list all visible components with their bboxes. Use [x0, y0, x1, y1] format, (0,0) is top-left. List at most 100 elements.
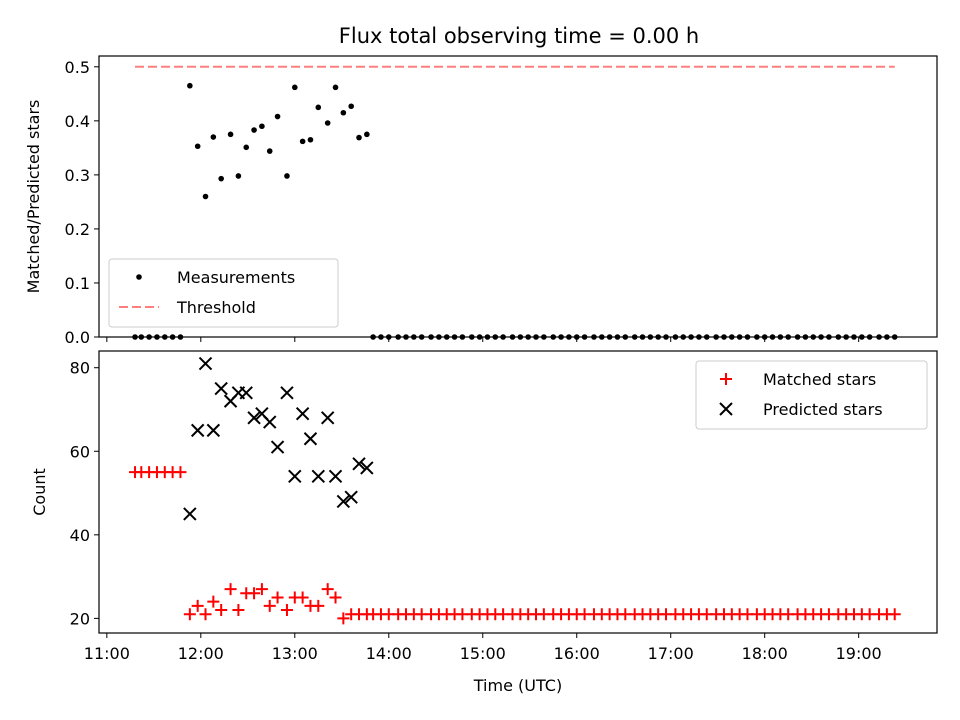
top-y-tick-label: 0.0	[65, 328, 90, 347]
legend-measurements-marker	[136, 274, 142, 280]
predicted-star-point	[336, 494, 351, 509]
measurement-point	[187, 82, 193, 89]
measurement-point	[443, 334, 450, 340]
predicted-star-point	[270, 440, 285, 454]
bottom-y-tick-label: 20	[70, 609, 90, 628]
measurement-point	[794, 334, 801, 340]
matched-star-point	[191, 599, 204, 612]
measurement-point	[299, 138, 306, 145]
measurement-point	[378, 334, 384, 340]
measurement-point	[291, 84, 298, 91]
legend-predicted-marker	[719, 402, 733, 416]
measurement-point	[411, 334, 417, 340]
bottom-x-tick-label: 13:00	[272, 644, 318, 663]
measurement-point	[370, 334, 376, 340]
measurement-point	[876, 334, 882, 340]
measurement-point	[210, 134, 217, 140]
bottom-x-tick-label: 14:00	[366, 644, 412, 663]
matched-star-point	[329, 591, 342, 604]
measurement-point	[468, 334, 475, 340]
bottom-legend-box	[695, 360, 928, 430]
measurement-point	[324, 120, 331, 126]
predicted-star-point	[311, 469, 325, 484]
bottom-y-tick-label: 40	[70, 526, 90, 545]
measurement-point	[729, 334, 735, 340]
measurement-point	[647, 334, 654, 340]
measurement-point	[655, 334, 661, 340]
measurement-point	[606, 334, 613, 340]
measurement-point	[436, 334, 442, 340]
measurement-point	[818, 334, 824, 340]
top-y-tick-label: 0.5	[65, 58, 90, 77]
measurement-point	[243, 144, 250, 151]
bottom-y-axis-label: Count	[30, 468, 49, 516]
predicted-star-point	[352, 457, 366, 471]
matched-star-point	[248, 587, 261, 600]
measurement-point	[566, 334, 572, 340]
bottom-y-tick-label: 80	[70, 359, 90, 378]
bottom-x-axis-label: Time (UTC)	[473, 676, 562, 695]
chart-title: Flux total observing time = 0.00 h	[339, 24, 699, 48]
measurement-point	[418, 334, 425, 340]
matched-star-point	[255, 583, 268, 596]
matched-star-point	[224, 583, 237, 596]
measurement-point	[364, 131, 370, 138]
bottom-plot-frame	[98, 350, 938, 634]
measurement-point	[451, 334, 458, 340]
bottom-x-tick-label: 17:00	[648, 644, 694, 663]
measurement-point	[517, 334, 524, 340]
matched-star-point	[312, 599, 325, 612]
predicted-star-point	[344, 490, 358, 504]
measurement-point	[736, 334, 743, 340]
measurement-point	[721, 334, 727, 340]
matched-star-point	[271, 591, 284, 604]
measurement-point	[599, 334, 605, 340]
measurement-point	[259, 123, 265, 130]
measurement-point	[356, 134, 362, 141]
measurement-point	[525, 334, 531, 340]
predicted-star-point	[247, 411, 261, 425]
predicted-star-point	[190, 423, 205, 438]
measurement-point	[859, 334, 865, 340]
predicted-star-point	[288, 469, 302, 484]
measurement-point	[581, 334, 588, 340]
top-y-axis-label: Matched/Predicted stars	[24, 100, 43, 294]
bottom-panel: 20 40 60 80 11:00 12:00 13:00 14:00 15:00 16:00 17…	[30, 350, 938, 695]
measurement-point	[403, 334, 409, 340]
predicted-star-point	[360, 461, 374, 475]
measurement-point	[703, 334, 710, 340]
matched-star-point	[337, 612, 350, 625]
measurement-point	[533, 334, 539, 340]
measurement-point	[680, 334, 687, 340]
top-y-tick-label: 0.1	[65, 274, 90, 293]
measurement-point	[550, 334, 557, 340]
measurement-point	[132, 334, 138, 340]
measurement-point	[284, 173, 290, 179]
measurement-point	[573, 334, 580, 340]
measurement-point	[169, 334, 176, 340]
bottom-x-tick-label: 18:00	[742, 644, 788, 663]
bottom-y-tick-label: 60	[70, 442, 90, 461]
matched-star-point	[174, 466, 187, 479]
top-y-tick-label: 0.4	[65, 112, 90, 131]
predicted-star-point	[183, 507, 197, 521]
measurement-point	[194, 143, 201, 150]
predicted-star-point	[295, 406, 310, 421]
measurement-point	[835, 334, 842, 340]
measurement-point	[744, 334, 751, 340]
measurement-point	[810, 334, 817, 340]
legend-matched-label: Matched stars	[763, 370, 876, 389]
measurement-point	[769, 334, 776, 340]
measurement-point	[688, 334, 694, 340]
predicted-star-point	[320, 411, 335, 425]
measurement-point	[884, 334, 890, 340]
matched-star-point	[296, 591, 309, 604]
predicted-star-point	[280, 386, 294, 400]
measurement-point	[492, 334, 499, 340]
measurement-point	[227, 131, 234, 138]
matched-star-point	[280, 604, 293, 617]
measurement-point	[218, 175, 224, 182]
predicted-star-point	[206, 423, 221, 438]
